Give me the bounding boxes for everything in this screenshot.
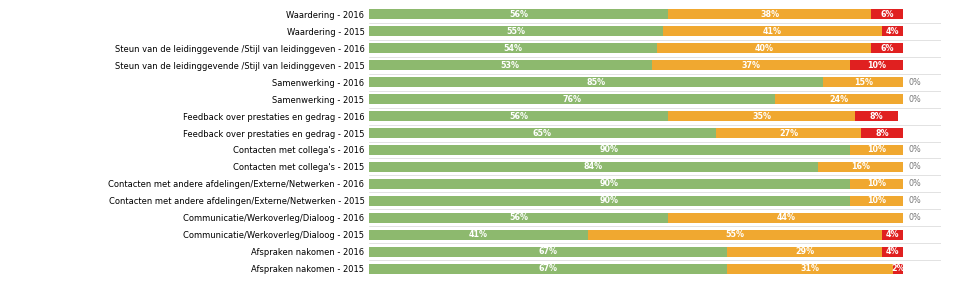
- Bar: [726, 247, 881, 257]
- Text: 38%: 38%: [760, 10, 778, 19]
- Text: 15%: 15%: [853, 78, 872, 87]
- Text: 67%: 67%: [538, 247, 557, 256]
- Bar: [368, 77, 823, 87]
- Bar: [881, 26, 902, 36]
- Text: 90%: 90%: [599, 179, 618, 188]
- Text: 84%: 84%: [583, 162, 602, 171]
- Bar: [849, 179, 902, 189]
- Bar: [668, 213, 902, 223]
- Text: 29%: 29%: [795, 247, 813, 256]
- Bar: [860, 128, 902, 138]
- Text: 0%: 0%: [908, 162, 921, 171]
- Text: 44%: 44%: [775, 213, 795, 222]
- Text: 8%: 8%: [874, 128, 888, 138]
- Bar: [368, 60, 651, 70]
- Text: 10%: 10%: [866, 196, 886, 205]
- Bar: [891, 264, 902, 274]
- Text: 0%: 0%: [908, 145, 921, 155]
- Text: 24%: 24%: [828, 95, 848, 104]
- Text: 56%: 56%: [509, 112, 527, 121]
- Bar: [368, 213, 668, 223]
- Bar: [774, 94, 902, 104]
- Bar: [657, 43, 870, 53]
- Text: 55%: 55%: [725, 230, 744, 239]
- Text: 37%: 37%: [740, 61, 760, 70]
- Text: 8%: 8%: [869, 112, 883, 121]
- Bar: [662, 26, 881, 36]
- Bar: [823, 77, 902, 87]
- Bar: [726, 264, 891, 274]
- Bar: [368, 145, 849, 155]
- Text: 31%: 31%: [799, 264, 819, 273]
- Bar: [368, 162, 817, 172]
- Text: 56%: 56%: [509, 10, 527, 19]
- Text: 56%: 56%: [509, 213, 527, 222]
- Text: 41%: 41%: [763, 27, 781, 36]
- Text: 90%: 90%: [599, 145, 618, 155]
- Text: 10%: 10%: [866, 145, 886, 155]
- Text: 10%: 10%: [866, 61, 886, 70]
- Text: 0%: 0%: [908, 213, 921, 222]
- Bar: [368, 111, 668, 121]
- Text: 0%: 0%: [908, 95, 921, 104]
- Text: 4%: 4%: [885, 247, 898, 256]
- Text: 4%: 4%: [885, 230, 898, 239]
- Text: 16%: 16%: [850, 162, 869, 171]
- Bar: [368, 43, 657, 53]
- Text: 54%: 54%: [503, 44, 522, 53]
- Bar: [587, 230, 881, 240]
- Bar: [368, 247, 726, 257]
- Bar: [368, 9, 668, 19]
- Bar: [368, 179, 849, 189]
- Bar: [855, 111, 897, 121]
- Text: 41%: 41%: [468, 230, 487, 239]
- Bar: [870, 9, 902, 19]
- Bar: [881, 247, 902, 257]
- Text: 0%: 0%: [908, 179, 921, 188]
- Bar: [849, 196, 902, 206]
- Bar: [368, 128, 715, 138]
- Text: 6%: 6%: [880, 44, 893, 53]
- Text: 65%: 65%: [532, 128, 551, 138]
- Text: 67%: 67%: [538, 264, 557, 273]
- Bar: [715, 128, 860, 138]
- Bar: [368, 94, 774, 104]
- Text: 27%: 27%: [778, 128, 797, 138]
- Bar: [817, 162, 902, 172]
- Text: 85%: 85%: [585, 78, 605, 87]
- Text: 10%: 10%: [866, 179, 886, 188]
- Bar: [368, 196, 849, 206]
- Text: 90%: 90%: [599, 196, 618, 205]
- Bar: [651, 60, 849, 70]
- Bar: [849, 60, 902, 70]
- Text: 55%: 55%: [506, 27, 524, 36]
- Text: 6%: 6%: [880, 10, 893, 19]
- Bar: [668, 9, 870, 19]
- Text: 0%: 0%: [908, 78, 921, 87]
- Text: 4%: 4%: [885, 27, 898, 36]
- Text: 0%: 0%: [908, 196, 921, 205]
- Text: 76%: 76%: [562, 95, 580, 104]
- Text: 40%: 40%: [754, 44, 773, 53]
- Bar: [668, 111, 855, 121]
- Bar: [881, 230, 902, 240]
- Bar: [870, 43, 902, 53]
- Bar: [849, 145, 902, 155]
- Text: 35%: 35%: [751, 112, 770, 121]
- Bar: [368, 264, 726, 274]
- Bar: [368, 230, 587, 240]
- Text: 2%: 2%: [891, 264, 904, 273]
- Bar: [368, 26, 662, 36]
- Text: 53%: 53%: [500, 61, 519, 70]
